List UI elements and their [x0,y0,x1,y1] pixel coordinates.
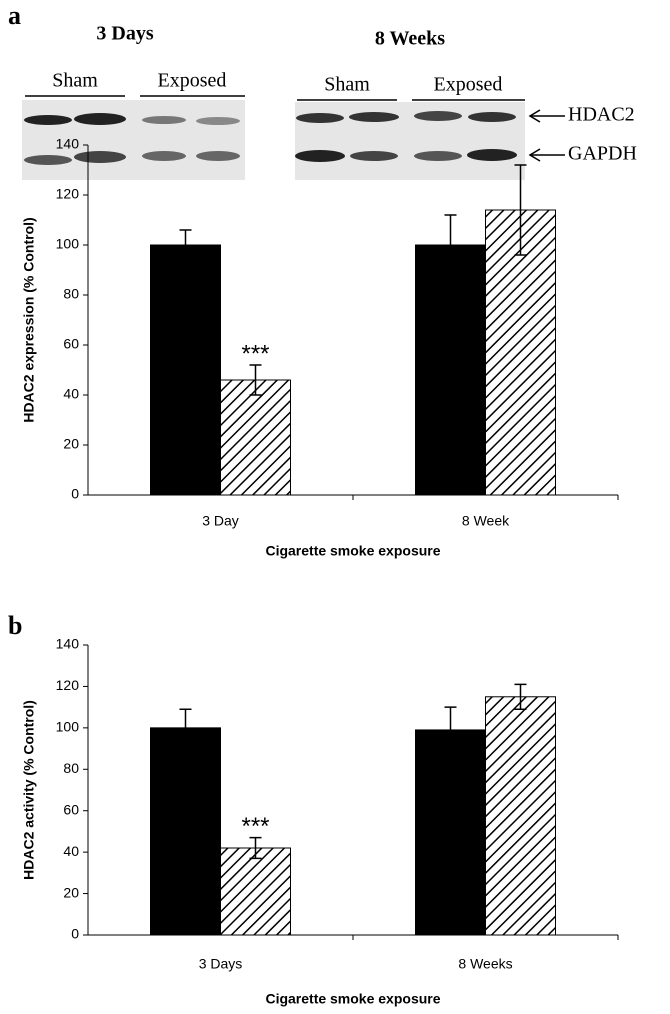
band-label: HDAC2 [568,104,635,126]
x-tick-label: 3 Day [202,513,239,529]
blot-images [22,100,525,180]
lane-label: Exposed [434,74,503,96]
y-tick-label: 80 [63,286,79,302]
y-tick-label: 40 [63,386,79,402]
y-tick-label: 60 [63,336,79,352]
y-tick-label: 0 [71,486,79,502]
panel-label: a [8,1,21,30]
band-label: GAPDH [568,143,637,165]
y-tick-label: 40 [63,843,79,859]
error-bar [445,707,457,730]
y-tick-label: 20 [63,436,79,452]
error-bar [180,709,192,728]
y-tick-label: 0 [71,926,79,942]
lane-underlines [25,96,525,100]
bar [151,728,221,935]
y-tick-label: 140 [56,636,80,652]
bar [416,245,486,495]
lane-label: Exposed [158,70,227,92]
figure: a b 3 Days 8 Weeks Sham Exposed Sham Exp… [0,0,670,1014]
y-tick-label: 140 [56,136,80,152]
y-axis-title: HDAC2 expression (% Control) [21,217,37,422]
significance-annotation: *** [241,340,269,367]
y-tick-label: 80 [63,760,79,776]
error-bar [180,230,192,245]
panel-label: b [8,611,22,640]
y-tick-label: 120 [56,186,80,202]
x-tick-label: 8 Week [462,513,510,529]
bar [221,380,291,495]
y-tick-label: 20 [63,884,79,900]
lane-label: Sham [52,70,98,92]
y-tick-label: 100 [56,236,80,252]
x-tick-label: 3 Days [199,956,243,972]
x-axis-title: Cigarette smoke exposure [265,543,440,559]
error-bar [445,215,457,245]
y-tick-label: 100 [56,719,80,735]
blot-arrows [530,110,565,161]
blot-group-title: 8 Weeks [375,28,445,50]
blot-group-title: 3 Days [96,23,153,45]
lane-label: Sham [324,74,370,96]
bar [486,697,556,935]
x-tick-label: 8 Weeks [458,956,512,972]
y-tick-label: 120 [56,677,80,693]
y-tick-label: 60 [63,801,79,817]
significance-annotation: *** [241,813,269,840]
y-axis-title: HDAC2 activity (% Control) [21,700,37,880]
x-axis-title: Cigarette smoke exposure [265,991,440,1007]
bar [416,730,486,935]
bar [151,245,221,495]
bar [221,848,291,935]
